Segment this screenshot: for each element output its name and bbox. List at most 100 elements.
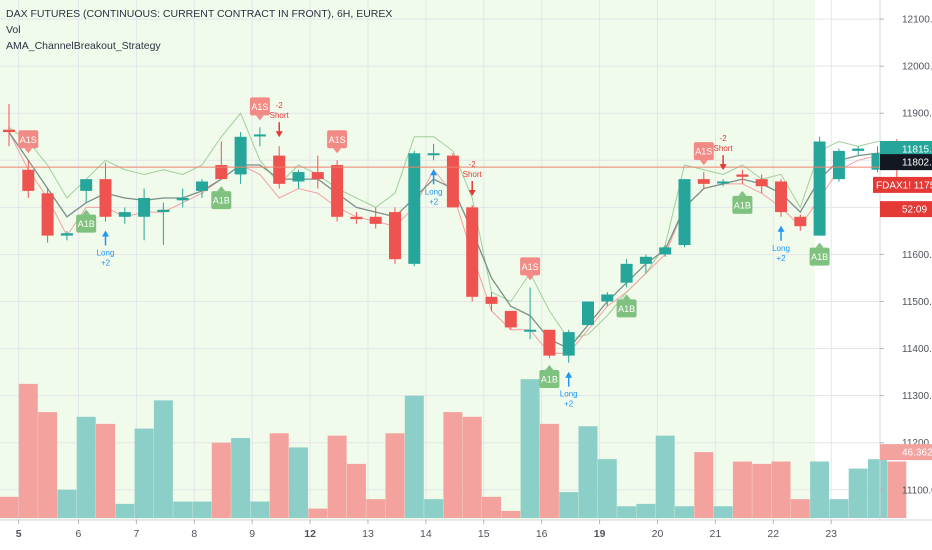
candle-body[interactable] bbox=[485, 296, 498, 304]
volume-bar bbox=[868, 459, 887, 518]
long-signal-qty: +2 bbox=[564, 400, 574, 409]
time-axis-label: 7 bbox=[133, 528, 139, 540]
candle-body[interactable] bbox=[717, 181, 730, 184]
candle-body[interactable] bbox=[601, 294, 614, 302]
volume-bar bbox=[675, 506, 694, 518]
volume-bar bbox=[559, 492, 579, 518]
candle-body[interactable] bbox=[659, 247, 672, 255]
buy-badge-label: A1B bbox=[618, 304, 635, 314]
legend-symbol-title: DAX FUTURES (CONTINUOUS: CURRENT CONTRAC… bbox=[6, 8, 393, 20]
buy-badge[interactable]: A1B bbox=[616, 294, 637, 318]
long-signal[interactable]: Long+2 bbox=[560, 371, 578, 409]
candle-body[interactable] bbox=[369, 216, 382, 224]
symbol-price-tag[interactable]: FDAX1! 11752.0 bbox=[873, 176, 932, 193]
candle-body[interactable] bbox=[678, 179, 691, 246]
time-axis-label: 19 bbox=[594, 528, 606, 540]
candle-body[interactable] bbox=[60, 233, 73, 236]
candle-body[interactable] bbox=[697, 179, 710, 184]
candle-body[interactable] bbox=[234, 136, 247, 175]
volume-bar bbox=[732, 461, 752, 518]
sell-badge[interactable]: A1S bbox=[18, 130, 39, 154]
long-signal-qty: +2 bbox=[776, 254, 786, 263]
candle-body[interactable] bbox=[253, 134, 266, 137]
candle-body[interactable] bbox=[118, 212, 131, 217]
candle-body[interactable] bbox=[292, 172, 305, 182]
candle-body[interactable] bbox=[176, 197, 189, 201]
candle-body[interactable] bbox=[446, 155, 459, 208]
candle-body[interactable] bbox=[99, 179, 112, 217]
candle-body[interactable] bbox=[794, 216, 807, 227]
sell-badge-box bbox=[693, 142, 714, 161]
volume-bar bbox=[289, 447, 308, 518]
candle-body[interactable] bbox=[620, 263, 633, 283]
candle-body[interactable] bbox=[389, 212, 401, 260]
candle-body[interactable] bbox=[755, 179, 768, 187]
sell-badge[interactable]: A1S bbox=[327, 130, 348, 154]
candle-body[interactable] bbox=[427, 153, 440, 156]
candle-body[interactable] bbox=[639, 256, 652, 264]
sell-badge-pointer bbox=[333, 148, 342, 154]
sell-badge-box bbox=[520, 257, 541, 276]
candle-body[interactable] bbox=[543, 329, 556, 356]
volume-bar bbox=[539, 423, 559, 518]
sell-badge[interactable]: A1S bbox=[693, 142, 714, 166]
candle-body[interactable] bbox=[524, 329, 537, 332]
candle-body[interactable] bbox=[350, 216, 363, 220]
buy-badge[interactable]: A1B bbox=[539, 364, 560, 388]
candle-body[interactable] bbox=[196, 181, 208, 191]
symbol-price-tag-text: FDAX1! 11752.0 bbox=[876, 180, 932, 191]
buy-badge[interactable]: A1B bbox=[76, 209, 97, 233]
candle-body[interactable] bbox=[215, 165, 228, 180]
symbol-price-tag-box bbox=[873, 176, 932, 193]
candle-body[interactable] bbox=[3, 129, 15, 133]
candle-body[interactable] bbox=[41, 193, 54, 236]
time-axis-label: 15 bbox=[478, 528, 490, 540]
volume-bar bbox=[617, 506, 637, 518]
candle-body[interactable] bbox=[813, 141, 826, 236]
candle-body[interactable] bbox=[157, 209, 170, 213]
candle-body[interactable] bbox=[311, 172, 324, 180]
candle-body[interactable] bbox=[852, 148, 865, 151]
sell-badge[interactable]: A1S bbox=[249, 97, 270, 121]
volume-bar bbox=[694, 452, 714, 518]
candle-body[interactable] bbox=[466, 207, 479, 297]
candle-body[interactable] bbox=[22, 169, 35, 191]
buy-badge[interactable]: A1B bbox=[211, 186, 232, 210]
candle-body[interactable] bbox=[832, 150, 845, 180]
time-axis-label: 5 bbox=[16, 528, 22, 540]
time-axis-label: 22 bbox=[767, 528, 779, 540]
legend-volume-label[interactable]: Vol bbox=[6, 24, 21, 36]
candle-body[interactable] bbox=[775, 181, 787, 213]
candle-body[interactable] bbox=[138, 197, 151, 217]
buy-badge[interactable]: A1B bbox=[809, 242, 830, 266]
long-signal-qty: +2 bbox=[101, 258, 111, 267]
long-signal[interactable]: Long+2 bbox=[772, 225, 790, 263]
short-signal-label: Short bbox=[714, 144, 734, 153]
time-axis-label: 13 bbox=[362, 528, 374, 540]
price-axis-label: 11400.0 bbox=[902, 344, 932, 355]
buy-badge-label: A1B bbox=[78, 219, 95, 229]
candle-body[interactable] bbox=[273, 155, 286, 184]
long-signal[interactable]: Long+2 bbox=[425, 169, 443, 206]
legend-strategy-label[interactable]: AMA_ChannelBreakout_Strategy bbox=[6, 40, 161, 52]
buy-badge[interactable]: A1B bbox=[732, 190, 753, 214]
candle-body[interactable] bbox=[331, 165, 344, 217]
volume-tag-text: 46.362K bbox=[902, 448, 932, 459]
short-signal-qty: -2 bbox=[720, 134, 728, 143]
candle-body[interactable] bbox=[504, 310, 517, 328]
candle-body[interactable] bbox=[736, 174, 749, 177]
candle-body[interactable] bbox=[582, 301, 594, 326]
sell-badge-pointer bbox=[24, 148, 33, 154]
sell-badge[interactable]: A1S bbox=[520, 257, 541, 281]
volume-bar bbox=[597, 459, 617, 518]
candle-body[interactable] bbox=[408, 153, 421, 264]
long-arrow-head bbox=[777, 225, 785, 232]
candle-body[interactable] bbox=[80, 179, 93, 191]
long-signal[interactable]: Long+2 bbox=[97, 230, 115, 267]
candle-body[interactable] bbox=[562, 332, 575, 356]
short-signal-label: Short bbox=[463, 170, 483, 179]
